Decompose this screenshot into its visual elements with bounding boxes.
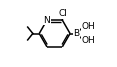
Text: B: B <box>73 29 80 38</box>
Text: Cl: Cl <box>58 9 67 18</box>
Text: OH: OH <box>82 36 96 45</box>
Text: N: N <box>44 16 50 25</box>
Text: OH: OH <box>82 22 96 31</box>
